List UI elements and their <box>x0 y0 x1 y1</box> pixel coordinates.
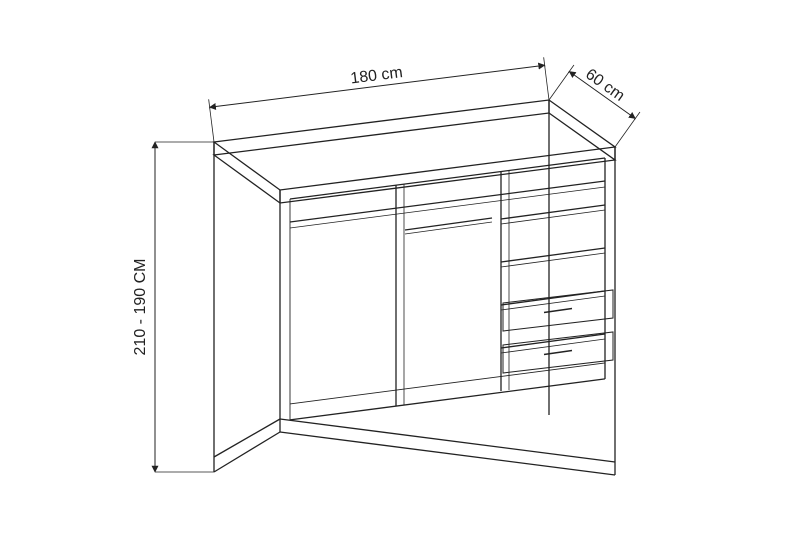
dim-height-label: 210 - 190 CM <box>132 259 149 356</box>
top-panel-outline <box>214 100 615 190</box>
top-shelf <box>290 181 605 222</box>
wardrobe-dimension-diagram: 180 cm60 cm210 - 190 CM <box>0 0 800 533</box>
